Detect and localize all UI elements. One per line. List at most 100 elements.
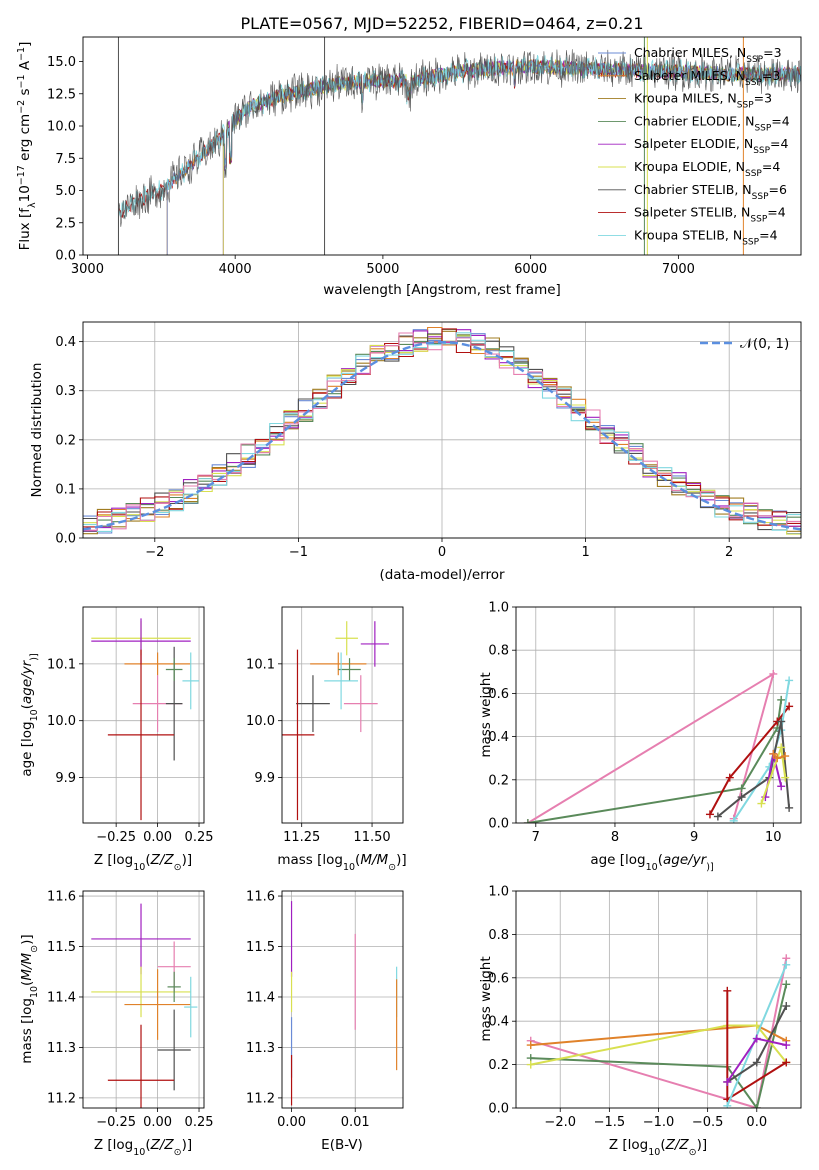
axes-frame (515, 890, 802, 1109)
legend-label: Chabrier STELIB, NSSP=6 (634, 182, 787, 202)
legend-nssp: 3 (774, 45, 782, 60)
x-axis-label-Z-weight-part: ( (660, 1137, 665, 1153)
y-tick-label: 10.0 (246, 714, 275, 729)
y-tick-label: 10.0 (47, 120, 76, 135)
legend-sub: SSP (746, 55, 763, 65)
x-axis-label-Z-age-part: ( (145, 852, 150, 868)
y-tick-label: 0.4 (488, 730, 509, 745)
legend-label: Kroupa STELIB, NSSP=4 (634, 227, 778, 247)
legend-eq: = (762, 68, 772, 83)
x-axis-label-Z-weight: Z [log10(Z/Z⊙)] (609, 1137, 707, 1158)
y-tick-label: 11.2 (47, 1091, 76, 1106)
y-axis-label-spectrum-part: Flux [f (17, 207, 33, 251)
panel-mass_vs_age: 11.25 11.50 9.9 10.0 10.1 (246, 606, 404, 845)
x-axis-label-Z-age-text: Z [log10(Z/Z⊙)] (94, 852, 192, 873)
y-axis-label-Z-mass-part: M/M (19, 952, 35, 980)
axes-frame (82, 36, 802, 256)
legend-name: Chabrier MILES (634, 45, 729, 60)
x-axis-label-Z-mass-part: ( (145, 1137, 150, 1153)
legend-name: Kroupa MILES (634, 91, 720, 106)
x-axis-label-Z-mass-text: Z [log10(Z/Z⊙)] (94, 1137, 192, 1158)
x-axis-label-age-weight-part: ( (658, 852, 663, 868)
x-axis-label-mass-age-part: ( (355, 852, 360, 868)
legend-eq: = (754, 91, 764, 106)
legend-name: Kroupa STELIB (634, 227, 725, 242)
legend-nssp: 3 (764, 91, 772, 106)
y-axis-label-spectrum: Flux [fλ10−17 erg cm−2 s−1 A−1] (16, 42, 38, 251)
x-axis-label-Z-mass-part: 10 (133, 1147, 145, 1158)
x-tick-label: 7 (532, 830, 540, 845)
y-axis-label-Z-mass-part: mass [log (19, 998, 35, 1064)
axes-frame (82, 321, 802, 539)
y-axis-label-Z-mass-part: 10 (29, 986, 40, 998)
y-axis-label-histogram-text: Normed distribution (29, 363, 45, 498)
y-axis-label-Z-mass: mass [log10(M/M⊙)] (19, 934, 40, 1063)
legend-nssp: 4 (778, 205, 786, 220)
x-axis-label-Z-weight-part: Z/Z (665, 1137, 690, 1153)
y-axis-label-Z-mass-part: )] (19, 934, 35, 945)
x-axis-label-age-weight-part: 10 (646, 862, 658, 873)
y-tick-label: 0.2 (55, 433, 76, 448)
grid (83, 607, 204, 823)
legend-eq: = (771, 113, 781, 128)
y-axis-label-Z-mass-part: ⊙ (29, 945, 40, 953)
y-axis-label-histogram: Normed distribution (29, 363, 45, 498)
x-axis-label-mass-age-part: )] (396, 852, 407, 868)
legend-normal-label: 𝒩(0, 1) (740, 336, 789, 352)
x-axis-label-Z-mass-part: ⊙ (174, 1147, 182, 1158)
y-tick-label: 0.4 (55, 335, 76, 350)
y-tick-label: 0.2 (488, 773, 509, 788)
y-axis-label-Z-age-part: 10 (29, 709, 40, 721)
y-tick-label: 11.6 (47, 890, 76, 905)
x-tick-label: 3000 (71, 262, 104, 277)
x-tick-label: 0.00 (277, 1115, 306, 1130)
x-tick-label: −2 (145, 545, 164, 560)
legend-eq: = (762, 159, 772, 174)
plot-area (83, 326, 801, 535)
x-axis-label-spectrum: wavelength [Angstrom, rest frame] (323, 282, 561, 298)
y-axis-label-Z-age-part: )] (29, 653, 40, 660)
legend-name: Salpeter ELODIE (634, 136, 736, 151)
x-tick-label: −0.25 (96, 830, 136, 845)
x-axis-label-Z-mass: Z [log10(Z/Z⊙)] (94, 1137, 192, 1158)
y-tick-label: 11.3 (246, 1041, 275, 1056)
x-axis-label-mass-age-part: ⊙ (388, 862, 396, 873)
x-tick-label: 0.01 (341, 1115, 370, 1130)
y-tick-label: 9.9 (254, 771, 275, 786)
panel-Z_vs_age: −0.25 0.00 0.25 9.9 10.0 10.1 (47, 606, 214, 845)
mass-weight-line (527, 699, 783, 823)
grid (83, 891, 204, 1108)
y-tick-label: 0.0 (55, 532, 76, 547)
y-tick-label: 9.9 (55, 771, 76, 786)
x-tick-label: 2 (725, 545, 733, 560)
x-axis-label-mass-age: mass [log10(M/M⊙)] (277, 852, 406, 873)
y-tick-label: 15.0 (47, 55, 76, 70)
y-axis-label-spectrum-part: −1 (16, 74, 27, 88)
legend-sep: , N (729, 45, 746, 60)
x-axis-label-Z-weight-part: )] (697, 1137, 708, 1153)
x-axis-label-Z-age-part: 10 (133, 862, 145, 873)
x-tick-label: 0.00 (143, 830, 172, 845)
legend-sub: SSP (754, 123, 771, 133)
legend-sep: , N (733, 205, 750, 220)
grid (282, 607, 403, 823)
x-tick-label: 0.0 (746, 1115, 767, 1130)
legend-sep: , N (737, 113, 754, 128)
y-tick-label: 11.4 (47, 990, 76, 1005)
x-axis-label-Z-age-part: Z [log (94, 852, 133, 868)
x-tick-label: 0.25 (185, 1115, 214, 1130)
y-tick-label: 0.3 (55, 384, 76, 399)
y-axis-label-spectrum-part: A (17, 60, 33, 74)
x-axis-label-age-weight-part: age [log (590, 852, 645, 868)
legend-sub: SSP (752, 192, 769, 202)
plot-area (91, 903, 198, 1108)
mass-weight-line (530, 1024, 788, 1066)
grid (282, 891, 403, 1108)
axes-frame (82, 890, 205, 1109)
y-axis-label-spectrum-part: −1 (16, 47, 27, 61)
y-tick-label: 10.0 (47, 714, 76, 729)
legend-sep: , N (728, 159, 745, 174)
axes-frame (281, 606, 404, 824)
x-axis-label-age-weight-text: age [log10(age/yr)] (590, 852, 713, 873)
